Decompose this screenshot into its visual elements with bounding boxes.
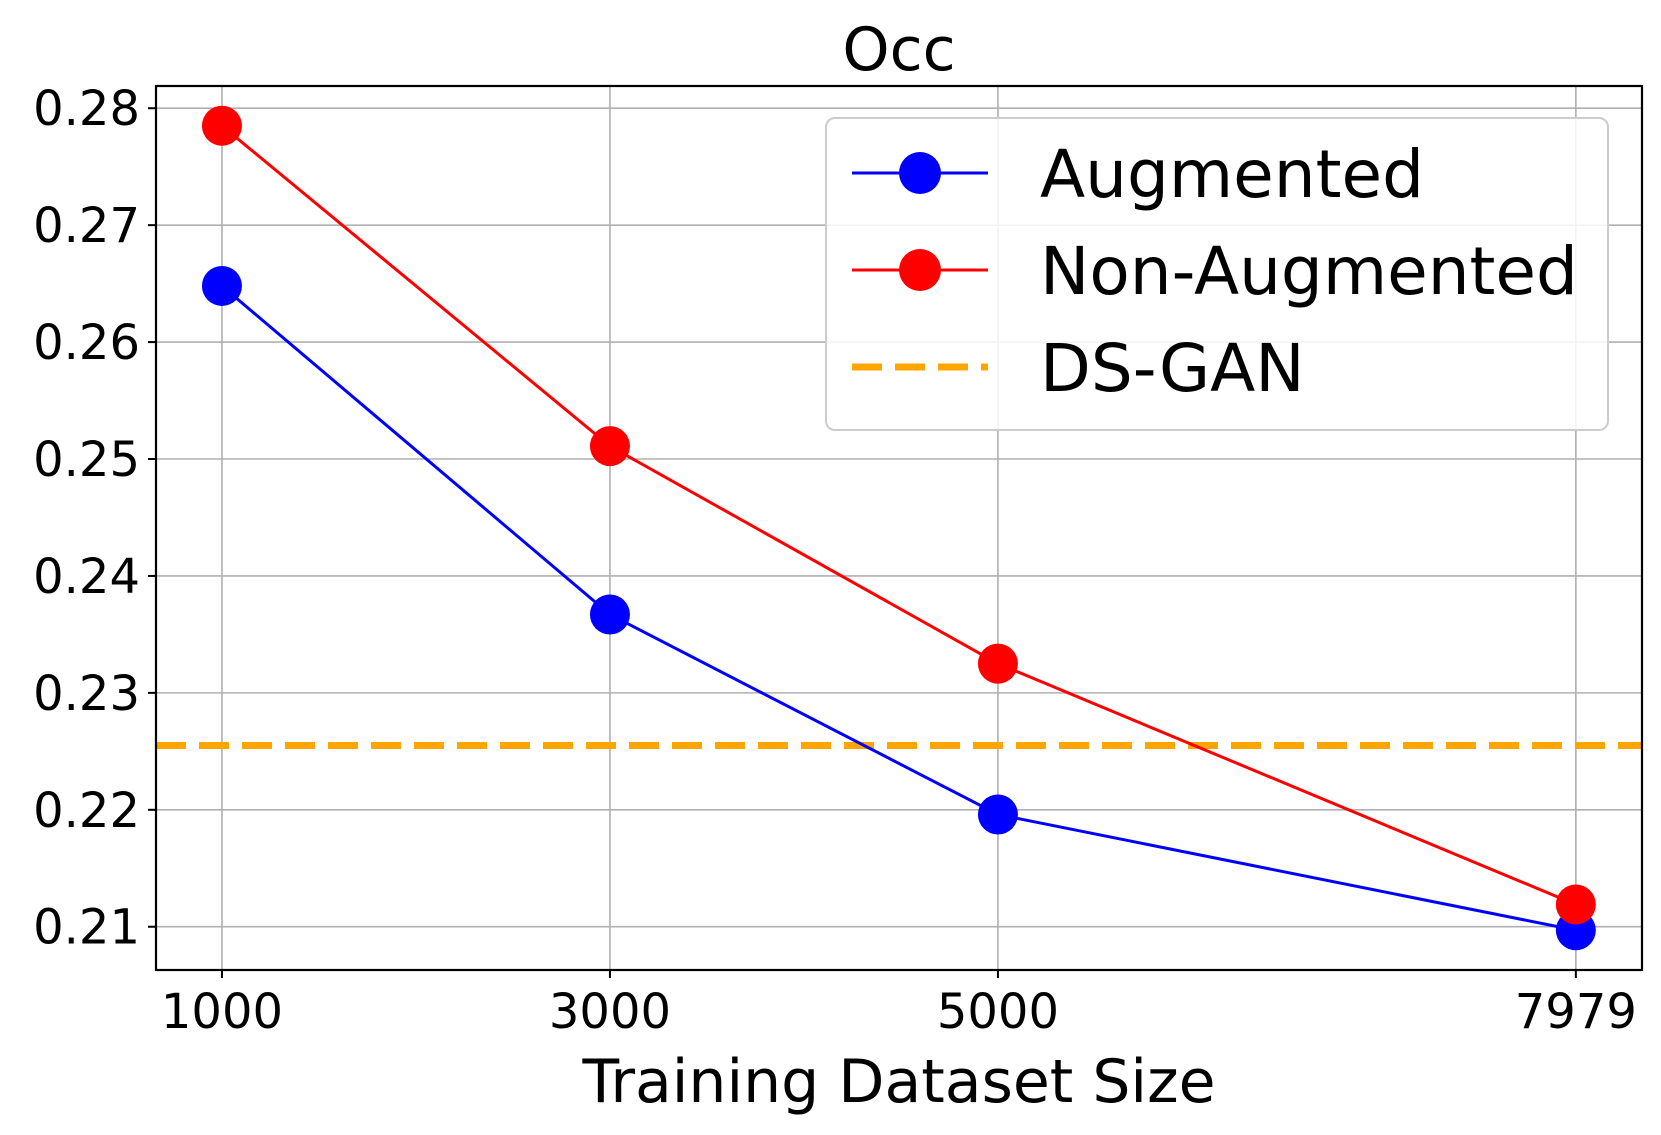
x-tick-label: 1000: [161, 984, 283, 1040]
legend-augmented-marker: [899, 152, 941, 194]
ticks-layer: 0.21 0.22 0.23 0.24 0.25 0.26 0.27 0.28 1000 3000…: [33, 81, 1637, 1040]
x-tick-label: 7979: [1515, 984, 1637, 1040]
non-augmented-point: [201, 105, 242, 146]
x-tick-label: 5000: [937, 984, 1059, 1040]
y-tick-label: 0.24: [33, 549, 140, 605]
legend-box: [825, 117, 1609, 431]
y-tick-label: 0.21: [33, 900, 140, 956]
augmented-point: [589, 594, 630, 635]
y-tick-label: 0.26: [33, 315, 140, 371]
non-augmented-point: [977, 643, 1018, 684]
x-tick-label: 3000: [549, 984, 671, 1040]
legend-ds-gan-label: DS-GAN: [1040, 330, 1305, 407]
y-tick-label: 0.27: [33, 198, 140, 254]
augmented-line: [220, 284, 1577, 932]
x-axis-label: Training Dataset Size: [581, 1047, 1215, 1117]
legend-non-augmented-marker: [899, 249, 941, 291]
non-augmented-line: [221, 124, 1577, 906]
non-augmented-point: [589, 426, 630, 467]
augmented-point: [977, 794, 1018, 835]
non-augmented-point: [1555, 884, 1596, 925]
legend: Augmented Non-Augmented DS-GAN: [825, 117, 1609, 431]
plot-frame: [154, 84, 1644, 972]
series-layer: [156, 105, 1642, 951]
y-tick-label: 0.22: [33, 783, 140, 839]
y-tick-label: 0.28: [33, 81, 140, 137]
legend-non-augmented-label: Non-Augmented: [1040, 233, 1578, 310]
chart-title: Occ: [842, 15, 955, 85]
y-tick-label: 0.25: [33, 432, 140, 488]
legend-augmented-label: Augmented: [1040, 136, 1424, 213]
y-tick-label: 0.23: [33, 666, 140, 722]
augmented-point: [201, 265, 242, 306]
